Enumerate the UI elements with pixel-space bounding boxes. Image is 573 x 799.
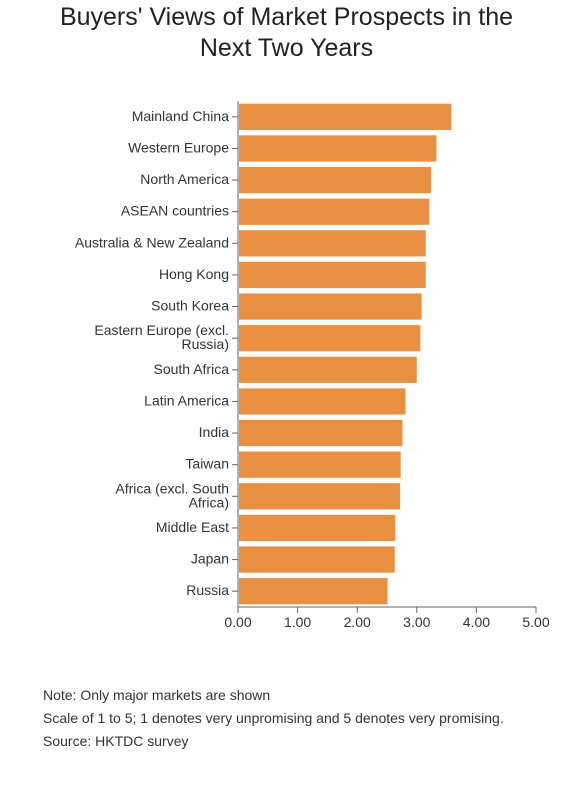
y-tick-label: Russia (186, 582, 229, 598)
bar (239, 578, 388, 605)
bar (239, 261, 426, 289)
bar (239, 483, 401, 510)
y-tick-label: Taiwan (185, 455, 229, 471)
bar (239, 419, 403, 447)
y-tick-label: Mainland China (132, 108, 229, 124)
y-tick-label: India (199, 424, 230, 440)
bar (239, 135, 437, 162)
bar (239, 198, 430, 225)
x-tick-label: 3.00 (403, 614, 430, 630)
y-tick-label: Hong Kong (159, 266, 229, 282)
source-text: Source: HKTDC survey (43, 733, 189, 749)
y-tick-label: Australia & New Zealand (75, 234, 229, 250)
x-tick-label: 1.00 (284, 614, 311, 630)
x-tick-label: 0.00 (224, 614, 251, 630)
bar (239, 166, 432, 194)
bar (239, 356, 417, 383)
bar (239, 546, 395, 573)
y-tick-label: North America (140, 171, 229, 187)
y-tick-label: Japan (191, 550, 229, 566)
bar (239, 103, 452, 130)
bar (239, 514, 396, 542)
y-tick-label: Africa (excl. South Africa) (115, 480, 229, 510)
chart-title: Buyers' Views of Market Prospects in the… (0, 2, 573, 64)
y-tick-label: Middle East (156, 519, 229, 535)
chart-title-line-2: Next Two Years (199, 34, 374, 62)
x-tick-label: 4.00 (463, 614, 490, 630)
chart-notes: Note: Only major markets are shown Scale… (43, 684, 513, 753)
bar (239, 451, 401, 478)
note-text: Note: Only major markets are shown (43, 687, 271, 703)
bar (239, 325, 421, 352)
y-tick-label: Latin America (144, 392, 229, 408)
bar (239, 293, 422, 320)
chart-title-line-1: Buyers' Views of Market Prospects in the (59, 3, 514, 31)
y-tick-label: Eastern Europe (excl. Russia) (94, 322, 229, 352)
scale-note-text: Scale of 1 to 5; 1 denotes very unpromis… (43, 710, 504, 726)
bar (239, 388, 406, 415)
x-tick-label: 2.00 (344, 614, 371, 630)
y-tick-label: South Korea (151, 297, 229, 313)
x-tick-label: 5.00 (522, 614, 549, 630)
bar (239, 230, 426, 257)
y-tick-label: ASEAN countries (121, 202, 229, 218)
bar-chart: Mainland China Western Europe North Americ… (75, 101, 550, 630)
y-tick-label: Western Europe (128, 139, 229, 155)
y-tick-label: South Africa (154, 361, 230, 377)
